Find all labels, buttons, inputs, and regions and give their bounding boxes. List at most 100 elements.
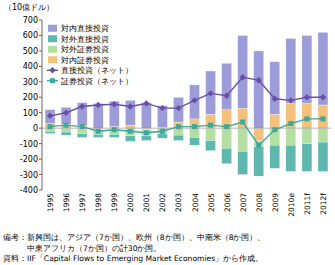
category-label: 2006 [223,193,232,212]
marker [144,130,149,135]
bar [173,128,183,135]
category-label: 2010e [287,193,296,217]
bar [318,32,328,105]
marker [175,105,181,111]
marker [288,97,294,103]
marker [127,103,133,109]
category-label: 1997 [78,193,87,212]
bar [157,106,167,128]
bar [302,35,312,103]
tick-label: 500 [23,47,38,56]
bar [270,62,280,115]
category-label: 1998 [94,193,103,212]
bar [302,128,312,143]
marker [304,116,309,121]
legend-label: 証券投資（ネット） [61,77,133,86]
bar [254,128,264,140]
bar [302,103,312,128]
chart: （10億ドル）-400-300-200-10001002003004005006… [0,0,335,265]
bar [270,145,280,168]
bar [61,128,71,132]
bar [157,134,167,139]
bar [125,125,135,128]
legend-marker [49,67,55,73]
category-label: 2001 [142,193,151,212]
bar [270,128,280,145]
marker [304,94,310,100]
legend: 対内直接投資対外直接投資対外証券投資対内証券投資直接投資（ネット）証券投資（ネッ… [46,22,138,87]
marker [159,105,165,111]
legend-label: 対外直接投資 [61,35,109,44]
legend-swatch [48,35,57,42]
bar [93,134,103,137]
bar [238,35,248,108]
zero-line [42,128,331,129]
tick-label: 200 [23,93,38,102]
marker [320,94,326,100]
marker [320,116,325,121]
axis-label: （10億ドル） [4,3,54,12]
bar [190,137,200,145]
bar [238,151,248,174]
bar [254,51,264,128]
category-label: 1999 [110,193,119,212]
bar [270,114,280,128]
bar [206,141,216,151]
bar [109,134,119,137]
marker [79,103,85,109]
bar [222,148,232,163]
marker [160,129,165,134]
marker [256,77,262,83]
note: 資料：IIF「Capital Flows to Emerging Market … [3,254,263,263]
bar [173,97,183,122]
bar [222,128,232,148]
bar [173,135,183,140]
bar [318,105,328,128]
bar [318,142,328,171]
marker [223,93,229,99]
marker [96,129,101,134]
category-label: 2004 [191,193,200,212]
bar [45,110,55,124]
line [50,77,323,116]
marker [207,90,213,96]
legend-swatch [48,56,57,63]
category-label: 2000 [126,193,135,212]
note: 中東アフリカ（7か国）の計30か国。 [3,244,162,253]
bar [190,128,200,137]
marker [64,123,69,128]
marker [256,143,261,148]
marker [47,113,53,119]
bar [254,147,264,176]
note: 備考：新興国は、アジア（7か国）、欧州（8か国）、中南米（8か国）、 [3,233,266,242]
marker [95,102,101,108]
legend-box [46,22,138,87]
legend-swatch [48,46,57,53]
bar [286,145,296,171]
bar [206,128,216,140]
tick-label: 300 [23,78,38,87]
tick-label: 100 [23,109,38,118]
tick-label: 700 [23,16,38,25]
tick-label: 400 [23,62,38,71]
bar [77,134,87,138]
category-label: 2003 [174,193,183,212]
tick-label: -100 [20,140,38,149]
legend-swatch [48,25,57,32]
bar [61,132,71,135]
bar [318,128,328,142]
bar [125,136,135,141]
bar [238,128,248,151]
tick-label: 0 [33,124,38,133]
legend-label: 対内証券投資 [61,56,109,65]
legend-label: 直接投資（ネット） [61,66,133,75]
bar [286,128,296,145]
marker [111,101,117,107]
bar [45,131,55,133]
marker [143,100,149,106]
tick-label: 600 [23,31,38,40]
category-label: 2007 [239,193,248,212]
marker [128,129,133,134]
marker [272,96,278,102]
tick-label: -300 [20,171,38,180]
